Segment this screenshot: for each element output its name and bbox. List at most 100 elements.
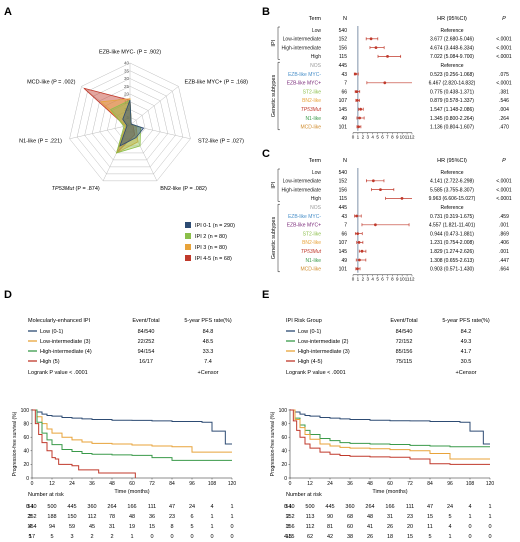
forest-row-hr: 0.944 (0.473-1.881) — [430, 231, 474, 237]
forest-x-tick-label: 0 — [352, 276, 355, 281]
km-y-tick-label: 100 — [279, 408, 288, 414]
km-risk-value: 4 — [468, 504, 471, 510]
forest-x-tick-label: 1 — [357, 134, 360, 139]
km-legend-rate: 41.7 — [461, 349, 472, 355]
forest-header-hr: HR (95%CI) — [437, 158, 467, 164]
forest-row-hr: 1.547 (1.148-2.086) — [430, 107, 474, 113]
km-censor-label: +Censor — [198, 370, 219, 376]
forest-row-n: 145 — [339, 249, 348, 255]
km-x-tick-label: 84 — [427, 481, 433, 487]
km-risk-value: 0 — [488, 524, 491, 530]
forest-row-n: 49 — [341, 116, 347, 122]
km-risk-value: 5 — [448, 514, 451, 520]
panel-e-survival-plot: E IPI Risk Group Event/Total 5-year PFS ra… — [262, 289, 494, 540]
km-y-tick-label: 100 — [21, 408, 30, 414]
km-y-tick-label: 60 — [23, 435, 29, 441]
forest-point — [386, 55, 389, 58]
forest-x-tick-label: 6 — [381, 134, 384, 139]
radar-grid-ring — [99, 93, 161, 154]
radar-legend-name: IPI 3 — [195, 245, 206, 251]
km-risk-value: 3 — [70, 534, 73, 540]
radar-legend-swatch — [185, 233, 191, 239]
forest-row-hr: 0.775 (0.438-1.371) — [430, 89, 474, 95]
radar-legend-entry: IPI 4-5 (n = 68) — [195, 256, 232, 262]
km-risk-value: 20 — [407, 524, 413, 530]
forest-group-label: IPI — [271, 39, 277, 46]
forest-row-term: Low-intermediate — [283, 179, 322, 185]
km-x-tick-label: 84 — [169, 481, 175, 487]
km-risk-value: 0 — [230, 524, 233, 530]
forest-x-tick-label: 5 — [376, 276, 379, 281]
radar-legend-name: IPI 0-1 — [195, 223, 211, 229]
km-legend-rate: 84.2 — [461, 329, 472, 335]
forest-row-p: .664 — [499, 267, 509, 273]
km-x-tick-label: 108 — [466, 481, 475, 487]
km-y-tick-label: 0 — [284, 476, 287, 482]
forest-row-n: 66 — [341, 231, 347, 237]
forest-row-term: EZB-like MYC- — [288, 72, 321, 78]
km-risk-value: 19 — [129, 524, 135, 530]
km-risk-value: 156 — [285, 524, 294, 530]
forest-row-n: 540 — [339, 28, 348, 34]
radar-legend-count: (n = 80) — [206, 245, 227, 251]
radar-legend-count: (n = 68) — [211, 256, 232, 262]
forest-point — [355, 214, 358, 218]
forest-row-term: EZB-like MYC+ — [287, 223, 321, 229]
forest-point — [355, 99, 359, 102]
forest-group-label: IPI — [271, 181, 277, 188]
forest-point — [355, 90, 359, 93]
km-risk-value: 18 — [387, 534, 393, 540]
km-risk-value: 94 — [49, 524, 55, 530]
km-survival-curve — [32, 409, 136, 478]
km-legend-events: 85/156 — [396, 349, 413, 355]
forest-row-p: .381 — [499, 89, 509, 95]
forest-row-p: <.0001 — [496, 45, 512, 51]
radar-axis-label: EZB-like MYC+ (P = .168) — [185, 80, 249, 86]
forest-row-term: N1-like — [305, 116, 321, 122]
km-x-tick-label: 96 — [189, 481, 195, 487]
km-x-tick-label: 48 — [367, 481, 373, 487]
km-x-tick-label: 48 — [109, 481, 115, 487]
forest-row-hr: 7.022 (5.084-9.700) — [430, 54, 474, 60]
forest-row-p: .004 — [499, 107, 509, 113]
km-risk-value: 1 — [488, 504, 491, 510]
forest-row-n: 445 — [339, 205, 348, 211]
forest-row-hr: 6.467 (2.820-14.832) — [429, 81, 476, 87]
forest-point — [360, 249, 364, 253]
radar-legend-entry: IPI 0-1 (n = 290) — [195, 223, 235, 229]
km-risk-row-label: 4-5 — [284, 534, 292, 540]
km-risk-value: 0 — [190, 534, 193, 540]
km-risk-value: 1 — [230, 504, 233, 510]
radar-series — [83, 87, 145, 154]
km-legend-rate: 30.5 — [461, 359, 472, 365]
forest-row-n: 145 — [339, 107, 348, 113]
forest-row-n: 107 — [339, 240, 348, 246]
km-legend-series-name: Low (0-1) — [40, 329, 63, 335]
km-x-tick-label: 120 — [228, 481, 237, 487]
km-risk-value: 15 — [149, 524, 155, 530]
forest-point — [383, 81, 387, 85]
km-risk-value: 111 — [148, 504, 156, 510]
forest-point — [358, 258, 361, 262]
km-risk-value: 166 — [127, 504, 136, 510]
radar-legend-swatch — [185, 244, 191, 250]
km-risk-value: 47 — [169, 504, 175, 510]
km-risk-value: 115 — [286, 534, 295, 540]
km-legend-header-group: Molecularly-enhanced IPI — [28, 318, 91, 324]
radar-axis-name: BN2-like — [160, 186, 181, 192]
radar-legend-count: (n = 290) — [211, 223, 235, 229]
forest-row-term: High — [311, 196, 322, 202]
radar-axis-label: MCD-like (P = .002) — [27, 80, 76, 86]
km-risk-value: 23 — [169, 514, 175, 520]
km-risk-value: 4 — [448, 524, 451, 530]
km-risk-value: 38 — [347, 534, 353, 540]
km-risk-value: 48 — [129, 514, 135, 520]
km-legend-rate: 49.3 — [461, 339, 472, 345]
forest-x-tick-label: 7 — [386, 276, 389, 281]
km-x-tick-label: 96 — [447, 481, 453, 487]
forest-header-p: P — [502, 16, 506, 22]
forest-row-hr: 1.308 (0.655-2.613) — [430, 258, 474, 264]
km-x-tick-label: 12 — [49, 481, 55, 487]
